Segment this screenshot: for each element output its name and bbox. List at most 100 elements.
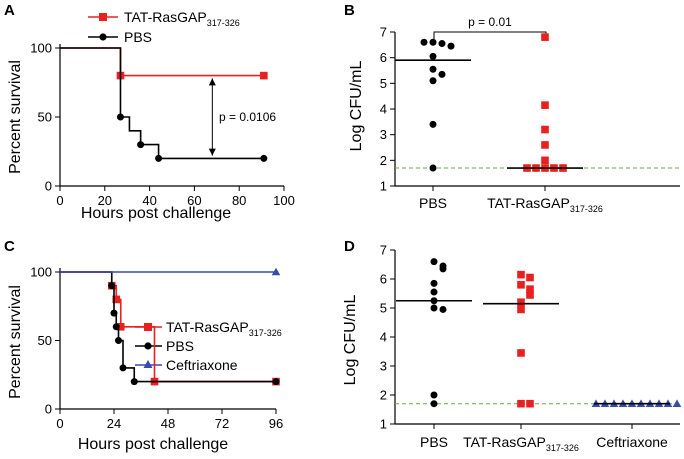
x-tick-label: 60 <box>187 193 201 208</box>
data-point-pbs <box>430 391 438 399</box>
category-label-tat-rasgap-subscript: 317-326 <box>570 204 603 214</box>
panel-label-d: D <box>344 238 355 255</box>
legend-circle-marker <box>144 342 152 350</box>
data-point-pbs <box>430 258 438 266</box>
y-tick-label: 6 <box>380 272 387 287</box>
data-point-pbs <box>112 323 120 331</box>
data-point-pbs <box>439 265 447 273</box>
category-label-tat-rasgap: TAT-RasGAP317-326 <box>463 434 579 453</box>
y-tick-label: 50 <box>38 333 52 348</box>
data-point-tat-rasgap <box>517 399 525 408</box>
y-tick-label: 50 <box>38 110 52 125</box>
data-point-pbs <box>108 282 116 290</box>
panel-label-a: A <box>4 2 15 19</box>
data-point-pbs <box>155 154 163 162</box>
x-tick-label: 72 <box>215 416 229 431</box>
legend-circle-marker <box>99 33 107 41</box>
data-point-tat-rasgap <box>517 281 525 289</box>
pvalue-arrow-head-down <box>208 148 216 156</box>
data-point-tat-rasgap <box>541 156 549 165</box>
data-point-ceftriaxone <box>672 399 682 407</box>
y-tick-label: 5 <box>380 301 387 316</box>
category-label-pbs: PBS <box>420 434 448 450</box>
data-point-pbs <box>430 304 438 312</box>
data-point-pbs <box>429 65 437 73</box>
data-point-pbs <box>137 141 145 149</box>
data-point-pbs <box>439 305 447 313</box>
data-point-pbs <box>115 337 122 344</box>
data-point-pbs <box>429 38 437 46</box>
category-label-tat-rasgap-text: TAT-RasGAP <box>463 434 546 450</box>
data-point-tat-rasgap <box>526 291 534 299</box>
data-point-pbs <box>429 120 437 128</box>
x-tick-label: 80 <box>232 193 246 208</box>
panel-b-bracket <box>433 31 547 40</box>
data-point-ceftriaxone <box>271 267 281 276</box>
series-line-pbs <box>60 47 264 160</box>
data-point-tat-rasgap <box>260 71 268 80</box>
data-point-pbs <box>420 38 428 46</box>
category-label-tat-rasgap-text: TAT-RasGAP <box>487 195 570 211</box>
panel-c-ylabel: Percent survival <box>7 285 24 399</box>
y-tick-label: 4 <box>380 102 387 117</box>
panel-label-c: C <box>4 238 15 255</box>
y-tick-label: 7 <box>380 243 387 258</box>
category-label-pbs-text: PBS <box>420 434 448 450</box>
category-label-ceftriaxone: Ceftriaxone <box>596 434 668 450</box>
legend-label-tat-rasgap: TAT-RasGAP317-326 <box>124 9 240 28</box>
panel-c-xlabel: Hours post challenge <box>78 436 228 453</box>
data-point-tat-rasgap <box>517 305 525 314</box>
y-tick-label: 1 <box>380 179 387 194</box>
data-point-pbs <box>430 400 438 408</box>
y-tick-label: 2 <box>380 388 387 403</box>
legend-square-marker <box>99 13 107 21</box>
panel-label-b: B <box>344 2 355 19</box>
data-point-pbs <box>130 378 138 386</box>
data-point-pbs <box>119 364 127 372</box>
panel-a-survival-chart: 0 50 100 0 20 40 60 80 100 <box>30 41 295 209</box>
y-tick-label: 100 <box>30 265 52 280</box>
data-point-tat-rasgap <box>526 285 534 293</box>
panel-a-legend: TAT-RasGAP317-326 PBS <box>88 9 240 45</box>
legend-label-ceftriaxone: Ceftriaxone <box>166 357 238 373</box>
data-point-pbs <box>430 279 438 287</box>
y-tick-label: 7 <box>380 25 387 40</box>
panel-c-legend: TAT-RasGAP317-326 PBS Ceftriaxone <box>135 319 282 373</box>
legend-triangle-marker <box>143 360 153 368</box>
panel-d-cfu-chart: 1 2 3 4 5 6 7 PBS TAT-RasGAP317-326 Ceftriaxone <box>380 243 682 453</box>
data-point-pbs <box>272 378 280 386</box>
category-label-tat-rasgap: TAT-RasGAP317-326 <box>487 195 603 214</box>
x-tick-label: 0 <box>56 193 63 208</box>
legend-label-pbs: PBS <box>166 338 194 354</box>
data-point-tat-rasgap <box>541 125 549 134</box>
x-tick-label: 48 <box>161 416 175 431</box>
legend-label-pbs: PBS <box>124 29 152 45</box>
x-tick-label: 96 <box>269 416 283 431</box>
y-tick-label: 3 <box>380 359 387 374</box>
data-point-tat-rasgap <box>116 323 125 331</box>
y-tick-label: 4 <box>380 330 387 345</box>
category-label-pbs-text: PBS <box>419 195 447 211</box>
data-point-pbs <box>110 309 118 317</box>
data-point-tat-rasgap <box>541 101 549 109</box>
y-tick-label: 0 <box>45 179 52 194</box>
panel-b-cfu-chart: 1 2 3 4 5 6 7 PBS TAT-RasGAP317-326 <box>380 25 680 214</box>
y-tick-label: 3 <box>380 127 387 142</box>
panel-b-pvalue: p = 0.01 <box>433 15 547 40</box>
data-point-tat-rasgap <box>526 273 534 282</box>
panel-a-pvalue: p = 0.0106 <box>219 110 276 124</box>
data-point-pbs <box>438 40 446 48</box>
data-point-pbs <box>429 164 437 172</box>
data-point-tat-rasgap <box>517 349 525 357</box>
category-label-ceftriaxone-text: Ceftriaxone <box>596 434 668 450</box>
data-point-pbs <box>260 154 268 162</box>
panel-d-ylabel: Log CFU/mL <box>342 295 359 386</box>
series-line-tat-rasgap <box>60 47 264 77</box>
x-tick-label: 100 <box>273 193 295 208</box>
data-point-pbs <box>116 113 124 121</box>
data-point-pbs <box>429 77 437 85</box>
y-tick-label: 100 <box>30 41 52 56</box>
x-tick-label: 40 <box>142 193 156 208</box>
data-point-tat-rasgap <box>541 141 549 149</box>
